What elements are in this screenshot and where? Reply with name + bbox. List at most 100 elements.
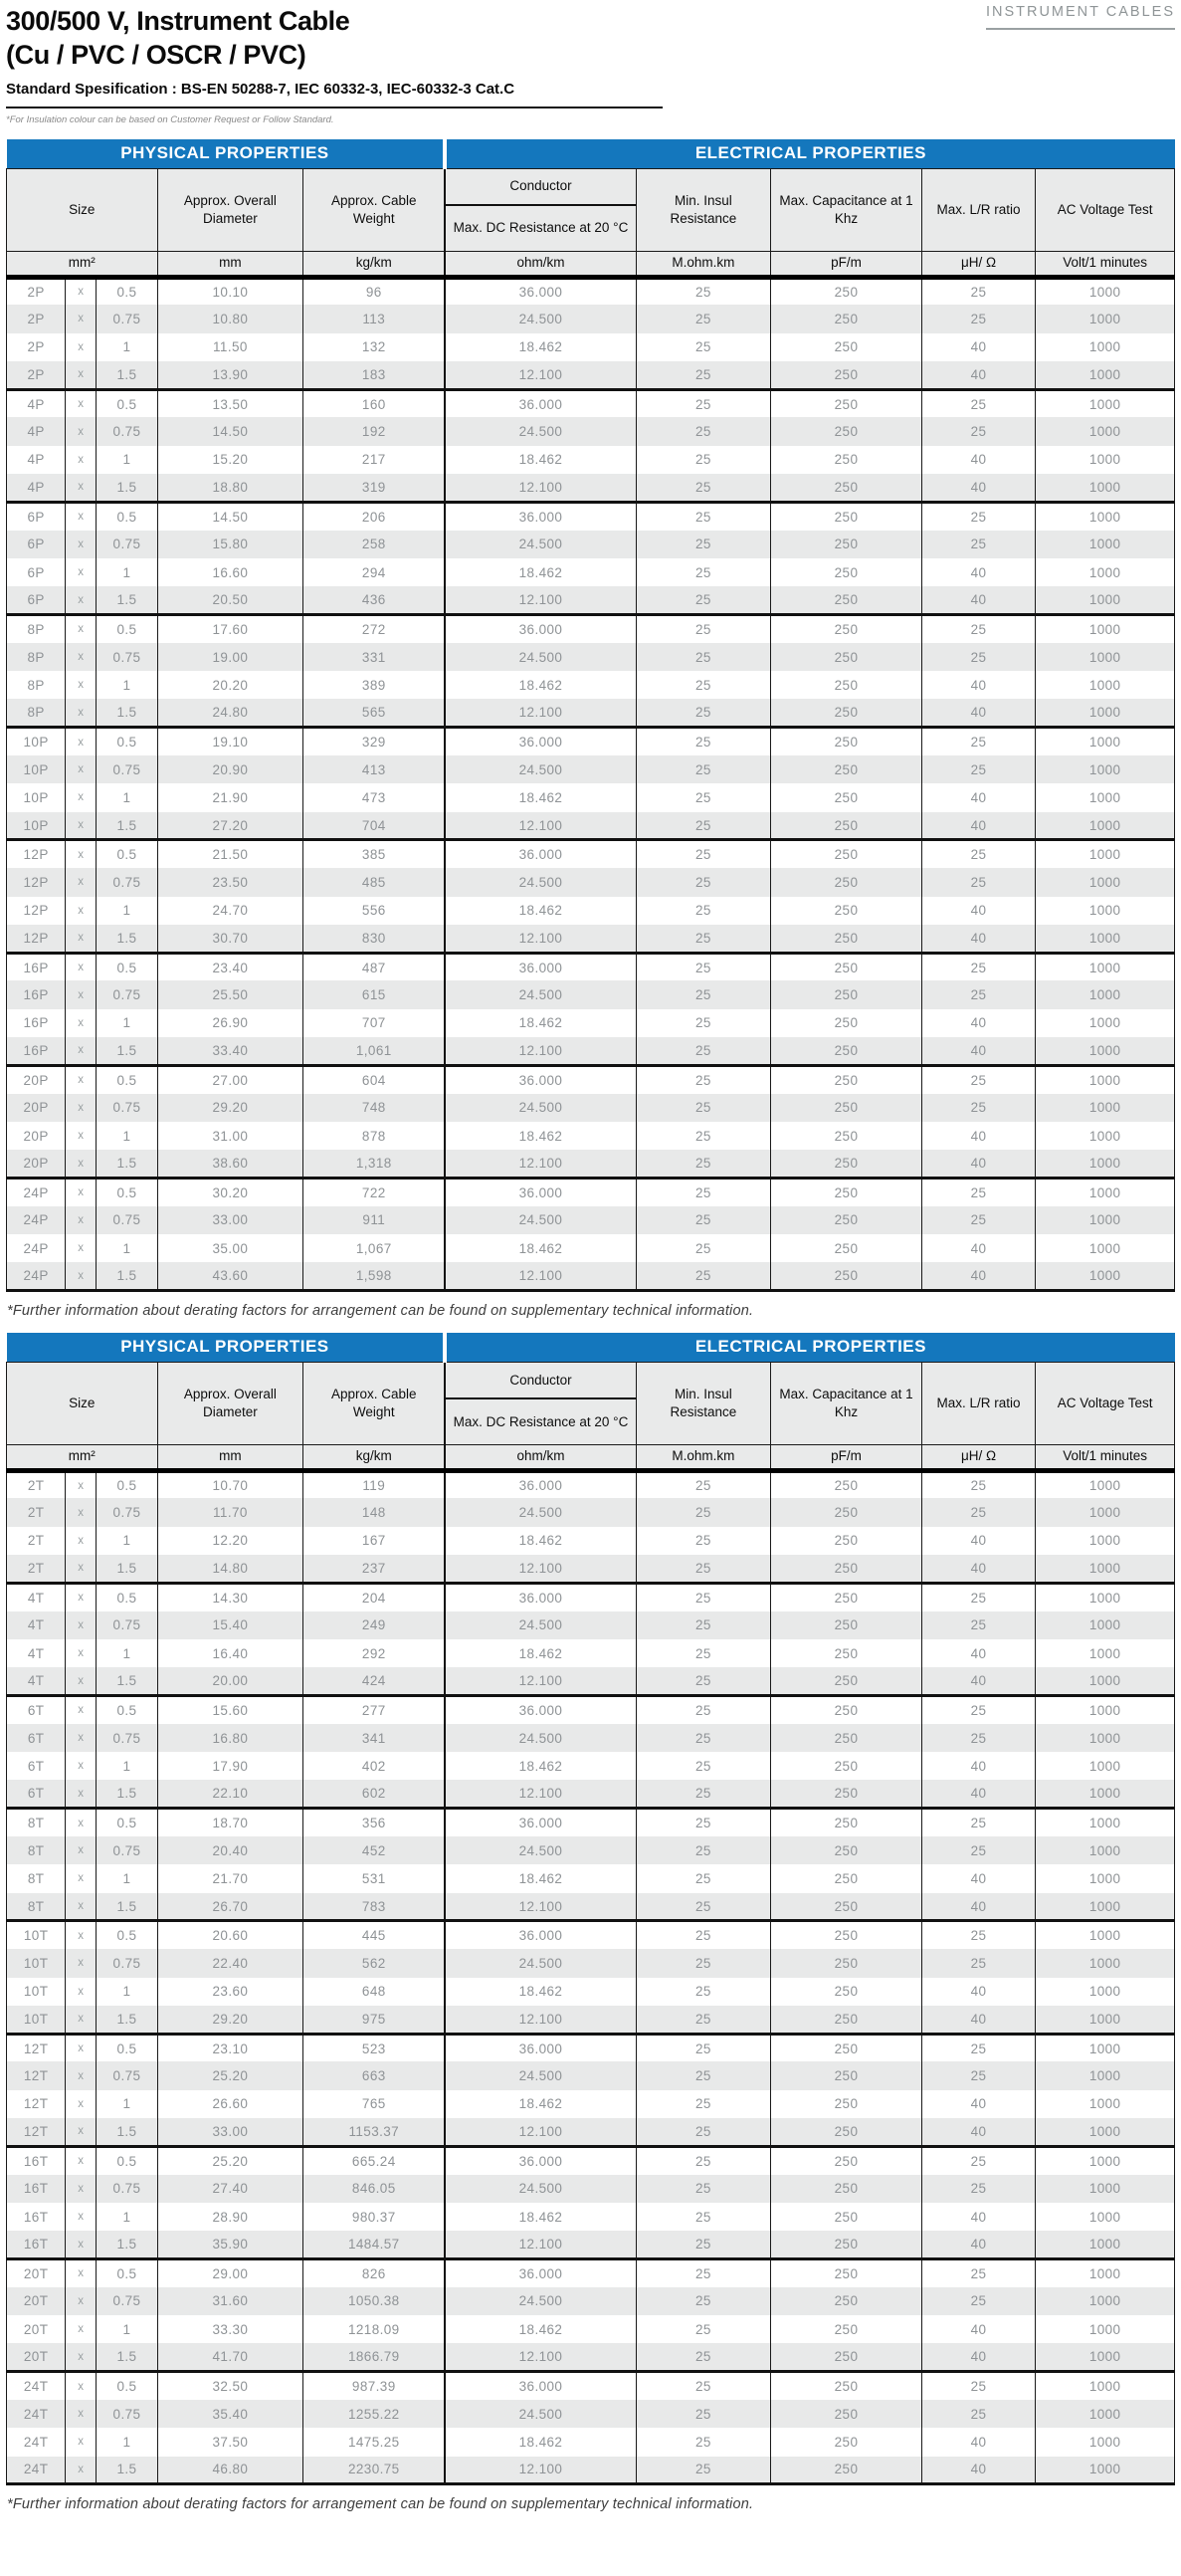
table-cell: 113 [302, 305, 446, 333]
table-cell: 523 [302, 2032, 446, 2062]
table-row: 6P x 0.5 14.50 206 36.000 25 250 25 1000 [5, 500, 1175, 531]
table-cell: x [65, 811, 98, 840]
table-cell: 2T [5, 1498, 67, 1527]
physical-properties-band: PHYSICAL PROPERTIES [6, 1333, 448, 1363]
table-cell: 25 [920, 1610, 1037, 1639]
table-cell: 1000 [1035, 1638, 1175, 1668]
table-cell: 36.000 [444, 838, 637, 869]
table-cell: 272 [302, 613, 446, 643]
table-cell: 36.000 [444, 1581, 637, 1611]
table-cell: 12P [5, 896, 67, 925]
table-row: 10T x 0.5 20.60 445 36.000 25 250 25 1000 [5, 1919, 1175, 1950]
table-cell: 12.100 [444, 1555, 637, 1584]
table-cell: 29.20 [156, 2005, 304, 2035]
table-cell: 21.70 [156, 1864, 304, 1893]
table-row: 8T x 0.75 20.40 452 24.500 25 250 25 1000 [5, 1836, 1175, 1865]
table-row: 10T x 0.75 22.40 562 24.500 25 250 25 1000 [5, 1949, 1175, 1978]
table-cell: 40 [920, 1262, 1037, 1293]
table-cell: 602 [302, 1780, 446, 1809]
table-cell: 250 [770, 1262, 922, 1293]
table-cell: 11.70 [156, 1498, 304, 1527]
table-cell: 25 [635, 445, 772, 475]
table-cell: 25 [920, 530, 1037, 558]
table-cell: 1.5 [96, 2118, 158, 2147]
table-cell: 436 [302, 586, 446, 615]
table-cell: 250 [770, 699, 922, 728]
table-cell: 25 [635, 1919, 772, 1950]
unit-dc: ohm/km [444, 250, 637, 280]
table-cell: 911 [302, 1205, 446, 1235]
table-cell: 36.000 [444, 2032, 637, 2062]
table-cell: 40 [920, 1555, 1037, 1584]
table-cell: 25 [635, 1780, 772, 1809]
table-cell: 2P [5, 332, 67, 361]
table-cell: 1000 [1035, 1093, 1175, 1122]
table-cell: 1,067 [302, 1234, 446, 1263]
table-cell: 765 [302, 2089, 446, 2119]
table-cell: 250 [770, 2174, 922, 2203]
table-cell: 1.5 [96, 586, 158, 615]
unit-size: mm² [6, 250, 158, 280]
table-cell: 25 [635, 1723, 772, 1753]
col-header-weight: Approx. Cable Weight [302, 167, 446, 252]
table-cell: x [65, 1234, 98, 1263]
table-cell: 40 [920, 2231, 1037, 2259]
table-cell: 1000 [1035, 783, 1175, 812]
table-cell: x [65, 838, 98, 869]
table-cell: 250 [770, 1892, 922, 1921]
table-cell: 160 [302, 387, 446, 418]
table-cell: 217 [302, 445, 446, 475]
table-cell: 0.75 [96, 2399, 158, 2429]
table-cell: 25 [920, 1807, 1037, 1837]
table-cell: 8T [5, 1807, 67, 1837]
table-cell: 250 [770, 1150, 922, 1179]
table-row: 16T x 0.75 27.40 846.05 24.500 25 250 25 1000 [5, 2174, 1175, 2203]
table-cell: 36.000 [444, 2256, 637, 2287]
table-cell: 1 [96, 783, 158, 812]
table-cell: 36.000 [444, 613, 637, 643]
table-cell: 25 [920, 2370, 1037, 2400]
table-row: 12P x 0.75 23.50 485 24.500 25 250 25 1000 [5, 868, 1175, 897]
table-row: 24T x 0.75 35.40 1255.22 24.500 25 250 25 1000 [5, 2399, 1175, 2429]
table-body-pairs: 2P x 0.5 10.10 96 36.000 25 250 25 1000 2P x 0.75 10.… [5, 277, 1175, 1293]
table-cell: 23.40 [156, 951, 304, 981]
table-cell: 250 [770, 642, 922, 672]
table-cell: 250 [770, 1470, 922, 1499]
table-cell: 0.5 [96, 2370, 158, 2400]
table-row: 4P x 0.5 13.50 160 36.000 25 250 25 1000 [5, 387, 1175, 418]
table-cell: 250 [770, 417, 922, 446]
table-cell: 25 [635, 783, 772, 812]
table-cell: 4T [5, 1667, 67, 1696]
table-cell: 8T [5, 1892, 67, 1921]
unit-size: mm² [6, 1443, 158, 1473]
table-cell: 25 [635, 557, 772, 587]
table-cell: 29.20 [156, 1093, 304, 1122]
table-cell: 40 [920, 783, 1037, 812]
table-cell: 556 [302, 896, 446, 925]
table-cell: 20.00 [156, 1667, 304, 1696]
table-cell: 25 [635, 896, 772, 925]
table-cell: 25 [635, 2089, 772, 2119]
table-cell: x [65, 1498, 98, 1527]
table-cell: 250 [770, 1037, 922, 1066]
table-cell: 1000 [1035, 838, 1175, 869]
table-cell: 24.500 [444, 2399, 637, 2429]
insulation-note: *For Insulation colour can be based on C… [6, 114, 334, 125]
table-cell: 0.5 [96, 500, 158, 531]
table-row: 2T x 0.5 10.70 119 36.000 25 250 25 1000 [5, 1470, 1175, 1499]
table-cell: 36.000 [444, 726, 637, 756]
table-cell: 24.500 [444, 1205, 637, 1235]
table-cell: 11.50 [156, 332, 304, 361]
table-cell: 1000 [1035, 980, 1175, 1009]
table-cell: 1000 [1035, 1864, 1175, 1893]
table-cell: 277 [302, 1694, 446, 1724]
table-cell: 783 [302, 1892, 446, 1921]
table-cell: 1000 [1035, 1807, 1175, 1837]
table-cell: 1000 [1035, 2144, 1175, 2175]
table-cell: x [65, 305, 98, 333]
table-cell: 25 [635, 1063, 772, 1094]
table-cell: 0.5 [96, 2144, 158, 2175]
table-cell: 1000 [1035, 1949, 1175, 1978]
table-cell: 250 [770, 1234, 922, 1263]
table-cell: 40 [920, 671, 1037, 700]
